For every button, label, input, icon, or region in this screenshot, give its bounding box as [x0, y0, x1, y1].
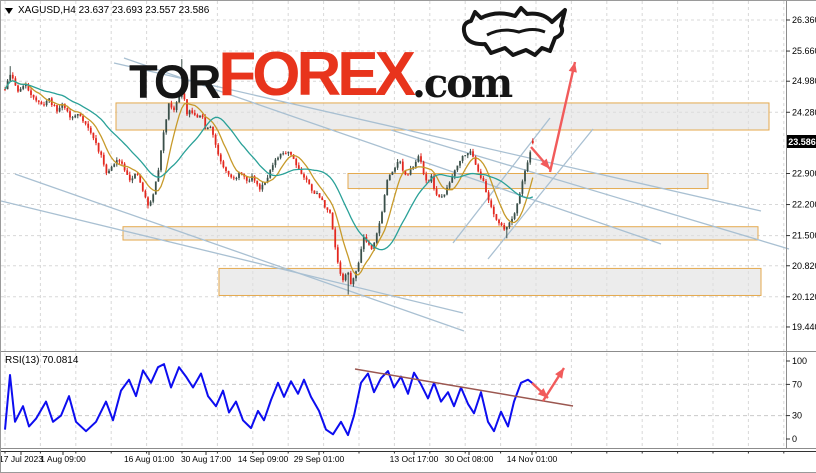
rsi-axis-label: 100	[792, 356, 807, 366]
time-axis-label: 29 Sep 01:00	[294, 454, 345, 464]
slow-ma-line	[4, 80, 534, 251]
rsi-axis-label: 0	[792, 434, 797, 444]
arrow-head	[568, 62, 577, 73]
time-axis-label: 16 Aug 01:00	[124, 454, 174, 464]
symbol-info-bar: XAGUSD,H4 23.637 23.693 23.557 23.586	[5, 5, 209, 16]
price-axis-label: 20.820	[792, 261, 816, 271]
time-axis-label: 13 Oct 17:00	[390, 454, 439, 464]
forecast-arrows	[530, 61, 577, 402]
panel-borders	[1, 1, 816, 452]
gridlines	[1, 1, 786, 448]
price-axis-label: 22.200	[792, 200, 816, 210]
time-axis-label: 1 Aug 09:00	[40, 454, 86, 464]
zone-rect	[115, 102, 770, 131]
price-axis-label: 26.360	[792, 15, 816, 25]
symbol-dropdown-icon	[5, 7, 13, 14]
symbol-ohlc-text: XAGUSD,H4 23.637 23.693 23.557 23.586	[18, 5, 210, 16]
slow-ma	[4, 80, 534, 251]
rsi-axis-label: 30	[792, 411, 802, 421]
rsi-axis-label: 70	[792, 379, 802, 389]
time-axis-label: 30 Aug 17:00	[181, 454, 231, 464]
time-axis-label: 30 Oct 08:00	[445, 454, 494, 464]
rsi-line	[4, 363, 535, 437]
trendlines	[1, 57, 790, 332]
price-axis-label: 19.440	[792, 322, 816, 332]
zone-rect	[218, 267, 762, 296]
zone-rect	[347, 172, 709, 190]
price-axis-label: 21.500	[792, 231, 816, 241]
price-axis[interactable]: 26.360 25.660 24.980 24.280 22.900 22.200 21.5…	[786, 15, 816, 444]
current-price-tag: 23.586	[787, 135, 816, 148]
arrow-head	[555, 368, 564, 379]
price-axis-label: 20.120	[792, 292, 816, 302]
fast-ma-line	[4, 80, 534, 276]
time-axis-label: 14 Sep 09:00	[238, 454, 289, 464]
fast-ma	[4, 80, 534, 276]
rsi-trendline	[354, 368, 574, 407]
time-axis-label: 14 Nov 01:00	[507, 454, 558, 464]
zone-rect	[122, 226, 759, 241]
price-axis-label: 24.980	[792, 76, 816, 86]
price-axis-label: 25.660	[792, 46, 816, 56]
rsi-indicator-label: RSI(13) 70.0814	[5, 355, 79, 366]
price-axis-label: 24.280	[792, 107, 816, 117]
support-resistance-zones	[115, 102, 770, 296]
time-axis-label: 17 Jul 2023	[1, 454, 43, 464]
arrow-head	[540, 158, 550, 169]
price-axis-label: 22.900	[792, 168, 816, 178]
